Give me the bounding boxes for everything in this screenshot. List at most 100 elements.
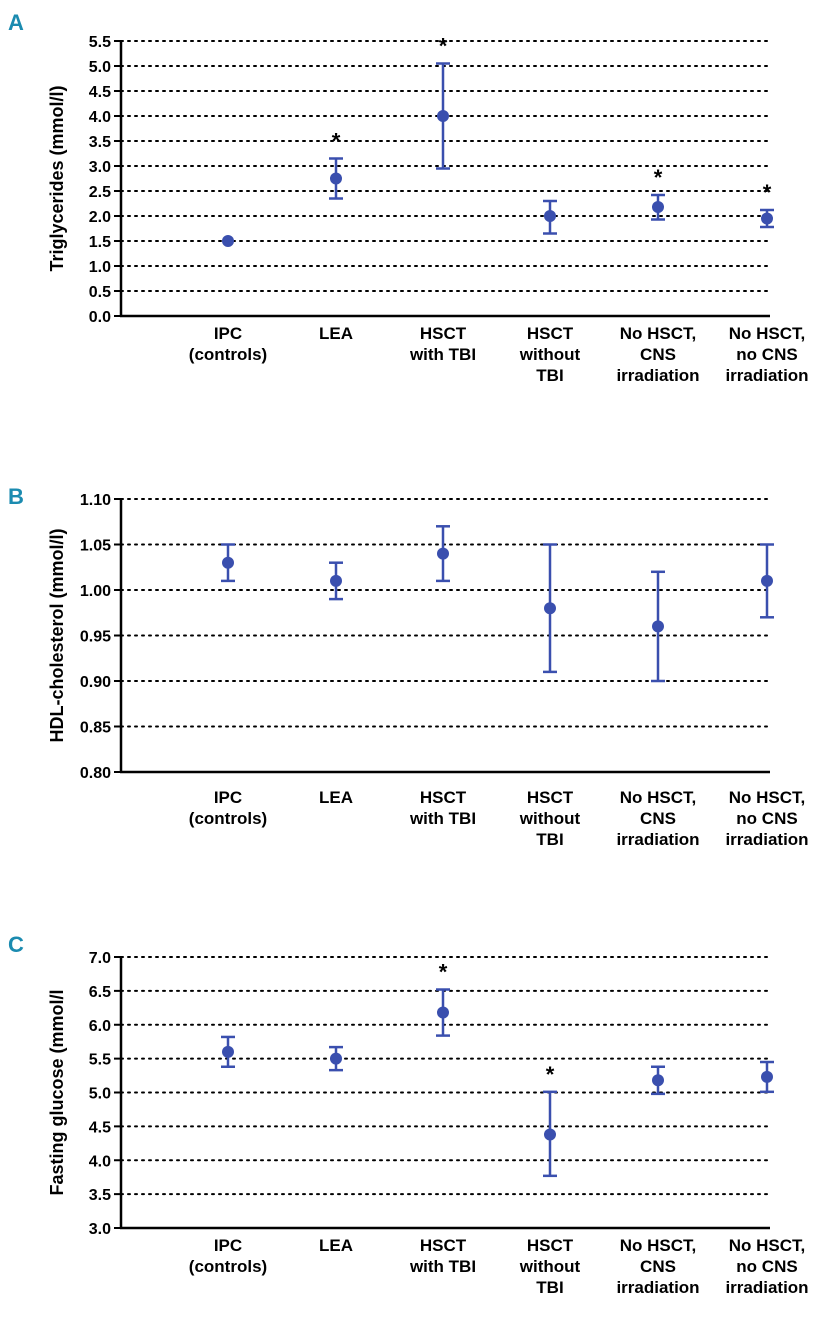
data-point: [544, 602, 556, 615]
data-point: [652, 1074, 664, 1087]
significance-marker: *: [763, 180, 772, 205]
x-tick-label: with TBI: [409, 345, 476, 364]
x-tick-label: irradiation: [725, 830, 808, 849]
y-tick-label: 0.90: [80, 674, 111, 691]
data-point: [544, 1128, 556, 1141]
panel-letter-b: B: [8, 484, 24, 509]
y-tick-label: 5.5: [89, 1052, 111, 1069]
x-tick-label: irradiation: [616, 1278, 699, 1297]
x-tick-label: LEA: [319, 1236, 353, 1255]
significance-marker: *: [439, 34, 448, 59]
x-tick-label: without: [519, 1257, 581, 1276]
y-tick-label: 5.5: [89, 34, 111, 51]
chart-a-triglycerides: 0.0 0.5 1.0 1.5 2.0 2.5 3.0 3.5 4.0 4.5 5.0 5.5 Trig…: [47, 34, 809, 386]
data-point: [652, 201, 664, 213]
x-tick-label: IPC: [214, 1236, 242, 1255]
x-tick-label: irradiation: [725, 1278, 808, 1297]
x-tick-label: No HSCT,: [620, 1236, 697, 1255]
y-tick-label: 4.5: [89, 84, 111, 101]
x-tick-label: HSCT: [527, 788, 574, 807]
y-tick-label: 3.5: [89, 1187, 111, 1204]
y-tick-label: 3.5: [89, 134, 111, 151]
x-tick-label: without: [519, 345, 581, 364]
y-tick-label: 3.0: [89, 1221, 111, 1238]
x-tick-label: (controls): [189, 1257, 267, 1276]
significance-marker: *: [546, 1062, 555, 1087]
x-tick-label: TBI: [536, 1278, 563, 1297]
y-tick-label: 4.0: [89, 1153, 111, 1170]
data-point: [330, 172, 342, 185]
y-tick-label: 5.0: [89, 59, 111, 76]
x-tick-label: HSCT: [420, 1236, 467, 1255]
x-tick-label: (controls): [189, 345, 267, 364]
y-tick-label: 1.00: [80, 583, 111, 600]
x-tick-label: TBI: [536, 366, 563, 385]
data-point: [437, 547, 449, 560]
data-point: [761, 574, 773, 587]
y-axis-label: Triglycerides (mmol/l): [47, 85, 67, 271]
y-tick-label: 6.0: [89, 1018, 111, 1035]
y-tick-label: 0.5: [89, 284, 111, 301]
panel-letter-a: A: [8, 10, 24, 35]
y-tick-label: 1.05: [80, 538, 111, 555]
x-tick-label: without: [519, 809, 581, 828]
panel-letter-c: C: [8, 932, 24, 957]
x-tick-label: no CNS: [736, 345, 797, 364]
x-tick-label: irradiation: [616, 366, 699, 385]
significance-marker: *: [332, 129, 341, 154]
x-tick-label: no CNS: [736, 809, 797, 828]
y-tick-label: 1.0: [89, 259, 111, 276]
y-axis-label: HDL-cholesterol (mmol/l): [47, 528, 67, 742]
data-point: [544, 210, 556, 222]
x-tick-label: TBI: [536, 830, 563, 849]
x-tick-label: No HSCT,: [620, 788, 697, 807]
x-tick-label: No HSCT,: [620, 324, 697, 343]
data-point: [330, 1052, 342, 1065]
data-point: [330, 574, 342, 587]
data-point: [437, 1006, 449, 1019]
x-tick-label: irradiation: [725, 366, 808, 385]
y-tick-label: 0.85: [80, 720, 111, 737]
y-tick-label: 0.80: [80, 765, 111, 782]
x-tick-label: no CNS: [736, 1257, 797, 1276]
y-tick-label: 5.0: [89, 1086, 111, 1103]
x-tick-label: No HSCT,: [729, 324, 806, 343]
significance-marker: *: [439, 960, 448, 985]
chart-b-hdl-cholesterol: 0.80 0.85 0.90 0.95 1.00 1.05 1.10 HDL-choleste…: [47, 492, 809, 849]
y-tick-label: 4.5: [89, 1119, 111, 1136]
data-point: [761, 212, 773, 225]
x-tick-label: CNS: [640, 809, 676, 828]
x-tick-label: HSCT: [527, 1236, 574, 1255]
data-point: [222, 235, 234, 247]
y-tick-label: 3.0: [89, 159, 111, 176]
data-point: [761, 1070, 773, 1083]
data-point: [222, 556, 234, 569]
x-tick-label: No HSCT,: [729, 788, 806, 807]
y-tick-label: 0.0: [89, 309, 111, 326]
x-tick-label: CNS: [640, 345, 676, 364]
x-tick-label: HSCT: [420, 324, 467, 343]
x-tick-label: IPC: [214, 788, 242, 807]
y-tick-label: 1.5: [89, 234, 111, 251]
y-tick-label: 0.95: [80, 629, 111, 646]
x-tick-label: with TBI: [409, 809, 476, 828]
y-tick-label: 7.0: [89, 950, 111, 967]
y-tick-label: 6.5: [89, 984, 111, 1001]
x-tick-label: CNS: [640, 1257, 676, 1276]
y-tick-label: 2.0: [89, 209, 111, 226]
x-tick-label: No HSCT,: [729, 1236, 806, 1255]
x-tick-label: IPC: [214, 324, 242, 343]
x-tick-label: HSCT: [527, 324, 574, 343]
y-tick-label: 2.5: [89, 184, 111, 201]
y-tick-label: 4.0: [89, 109, 111, 126]
x-tick-label: irradiation: [616, 830, 699, 849]
x-tick-label: with TBI: [409, 1257, 476, 1276]
y-axis-label: Fasting glucose (mmol/l: [47, 989, 67, 1195]
x-tick-label: LEA: [319, 788, 353, 807]
x-tick-label: HSCT: [420, 788, 467, 807]
data-point: [652, 620, 664, 633]
significance-marker: *: [654, 165, 663, 190]
x-tick-label: LEA: [319, 324, 353, 343]
data-point: [437, 110, 449, 122]
x-tick-label: (controls): [189, 809, 267, 828]
